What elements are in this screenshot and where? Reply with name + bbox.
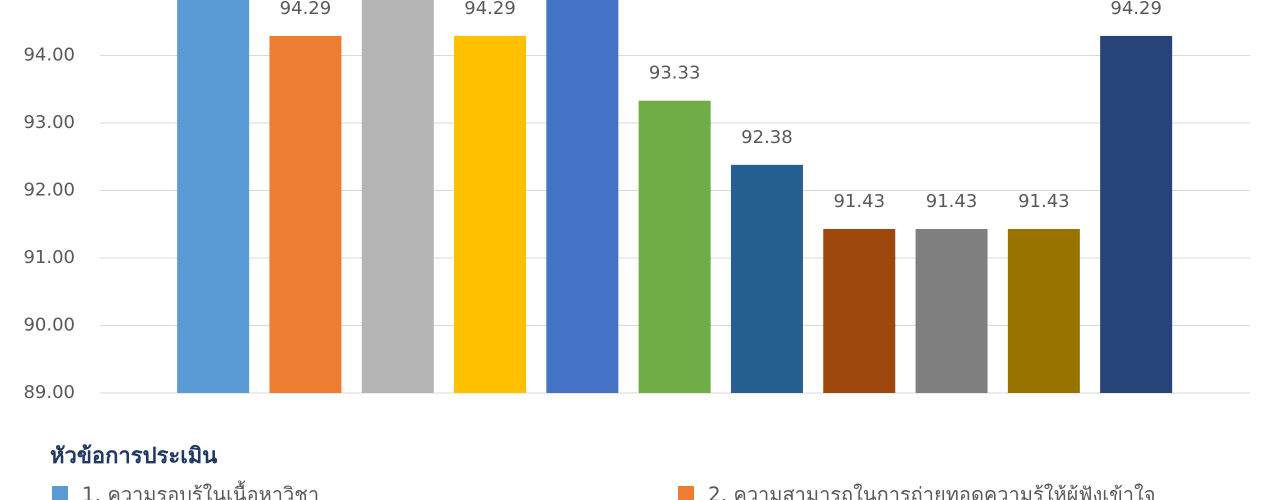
legend-label: 1. ความรอบรู้ในเนื้อหาวิชา [82,481,319,500]
y-tick-label: 92.00 [23,180,75,201]
value-label: 94.29 [280,0,332,19]
y-tick-label: 91.00 [23,247,75,268]
bar [546,0,619,394]
bar [269,35,342,394]
bar [1007,228,1080,393]
bar [361,0,434,394]
value-label: 91.43 [1018,191,1070,212]
value-label: 91.43 [926,191,978,212]
legend-title: หัวข้อการประเมิน [50,444,217,469]
y-tick-label: 89.00 [23,382,75,403]
y-tick-label: 94.00 [23,45,75,66]
value-label: 94.29 [464,0,516,19]
value-label: 92.38 [741,127,793,148]
y-tick-label: 93.00 [23,112,75,133]
bar [730,164,803,393]
y-tick-label: 90.00 [23,315,75,336]
bar [823,228,896,393]
legend-swatch [52,486,68,500]
value-label: 93.33 [649,63,701,84]
legend-swatch [678,486,694,500]
bar [638,100,711,393]
value-label: 94.29 [1110,0,1162,19]
value-label: 91.43 [833,191,885,212]
bar [454,35,527,394]
bar [915,228,988,393]
bar [177,0,250,394]
bar [1100,35,1173,394]
legend-label: 2. ความสามารถในการถ่ายทอดความรู้ให้ผู้ฟั… [708,483,1156,500]
